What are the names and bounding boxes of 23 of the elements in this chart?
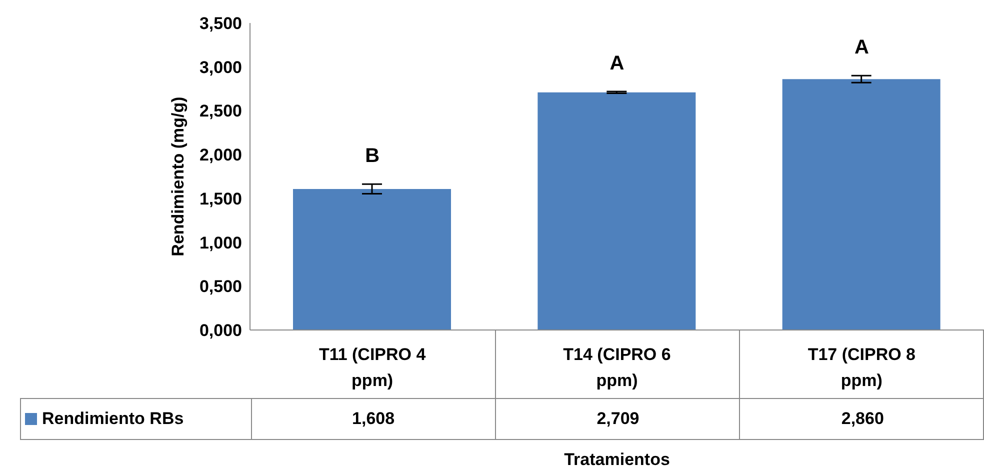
bar [538, 92, 696, 330]
annotation: B [365, 145, 380, 168]
y-tick-label: 3,000 [199, 58, 242, 77]
y-tick-label: 2,500 [199, 102, 242, 121]
y-tick-label: 2,000 [199, 146, 242, 165]
annotation: A [854, 36, 869, 59]
data-label: 2,709 [596, 408, 640, 430]
data-label: 1,608 [351, 408, 396, 430]
y-tick-label: 3,500 [199, 14, 242, 34]
legend-label: Rendimiento RBs [42, 409, 184, 429]
x-axis-title: Tratamientos [563, 450, 671, 470]
x-tick-label: T14 (CIPRO 6 ppm) [563, 345, 671, 390]
y-tick-label: 0,000 [199, 321, 242, 340]
data-label: 2,860 [840, 408, 885, 430]
bar [293, 188, 451, 330]
x-tick-label: T11 (CIPRO 4 ppm) [318, 345, 426, 390]
y-tick-label: 1,500 [199, 189, 242, 208]
y-tick-label: 1,000 [199, 233, 242, 252]
annotation: A [610, 52, 624, 75]
y-axis-title: Rendimiento (mg/g) [168, 96, 188, 256]
x-tick-label: T17 (CIPRO 8 ppm) [808, 345, 916, 390]
y-tick-label: 0,500 [199, 277, 242, 296]
bar [782, 79, 940, 330]
